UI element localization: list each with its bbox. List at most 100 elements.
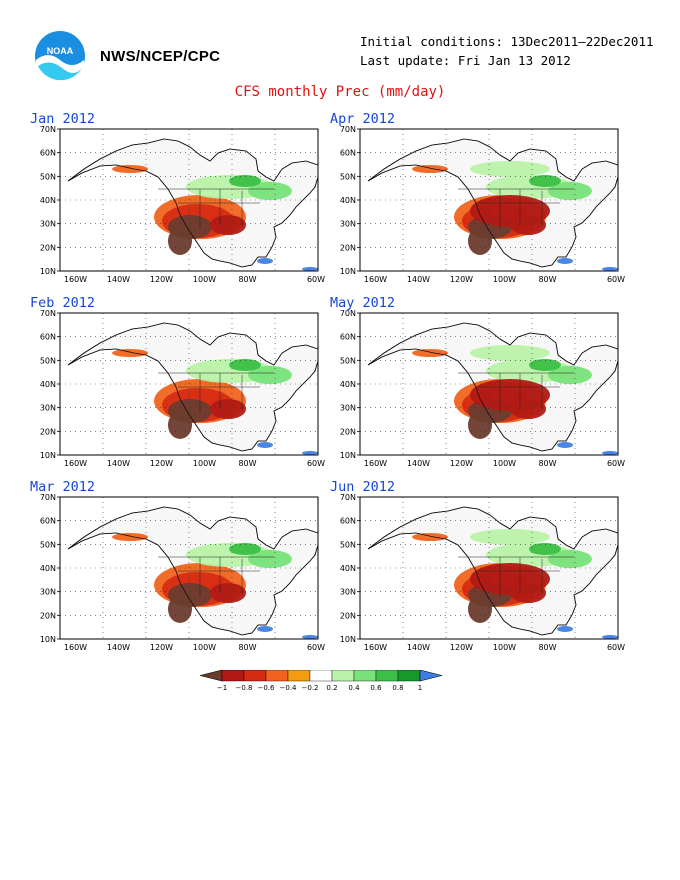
lon-tick-label: 80W [538,275,556,284]
legend-swatch [309,670,333,682]
legend-swatch [375,670,399,682]
anomaly-patch [557,258,573,264]
lon-tick-label: 80W [238,459,256,468]
anomaly-patch [168,595,192,623]
map-panel: 70N 60N 50N 40N 30N 20N 10N 160W 140W 120W 100W 80W… [330,479,630,652]
anomaly-patch [302,267,318,271]
lon-tick-label: 60W [607,643,625,652]
map: 70N 60N 50N 40N 30N 20N 10N 160W 140W 120W 100W 80W… [40,493,325,652]
panel-title: May 2012 [330,295,396,311]
panel-title: Feb 2012 [30,295,96,311]
lat-tick-label: 50N [340,540,356,549]
lat-tick-label: 70N [340,493,356,502]
lat-tick-label: 70N [40,493,56,502]
anomaly-patch [468,227,492,255]
lon-tick-label: 160W [364,275,387,284]
legend-swatch [221,670,245,682]
lon-tick-label: 140W [407,275,430,284]
lon-tick-label: 140W [107,643,130,652]
panel-title: Mar 2012 [30,479,96,495]
lat-tick-label: 60N [340,517,356,526]
lat-tick-label: 10N [40,635,56,644]
anomaly-patch [548,182,592,200]
lon-tick-label: 100W [193,275,216,284]
lat-tick-label: 20N [340,243,356,252]
map: 70N 60N 50N 40N 30N 20N 10N 160W 140W 120W 100W 80W… [40,125,325,284]
lat-tick-label: 30N [340,220,356,229]
lat-tick-label: 40N [340,564,356,573]
lat-tick-label: 50N [40,172,56,181]
legend-label: −0.2 [302,684,319,692]
lat-tick-label: 60N [40,517,56,526]
lat-tick-label: 50N [40,540,56,549]
lon-tick-label: 120W [150,459,173,468]
lon-tick-label: 60W [607,459,625,468]
legend-swatch [397,670,421,682]
lat-tick-label: 30N [340,588,356,597]
anomaly-patch [412,533,448,541]
anomaly-patch [602,635,618,639]
anomaly-patch [529,543,561,555]
legend-label: −1 [217,684,227,692]
lon-tick-label: 160W [64,275,87,284]
anomaly-patch [257,626,273,632]
lat-tick-label: 10N [40,451,56,460]
lat-tick-label: 60N [340,333,356,342]
legend-label: −0.4 [280,684,298,692]
lat-tick-label: 30N [40,220,56,229]
lon-tick-label: 80W [238,643,256,652]
map: 70N 60N 50N 40N 30N 20N 10N 160W 140W 120W 100W 80W… [340,125,625,284]
lon-tick-label: 140W [407,643,430,652]
anomaly-patch [412,165,448,173]
anomaly-patch [468,595,492,623]
anomaly-patch [210,583,246,603]
legend-arrow-right [419,670,443,682]
lon-tick-label: 100W [193,643,216,652]
anomaly-patch [468,411,492,439]
legend-swatch [287,670,311,682]
lat-tick-label: 10N [340,267,356,276]
anomaly-patch [412,349,448,357]
legend-arrow-left [200,670,223,682]
lon-tick-label: 100W [493,459,516,468]
lon-tick-label: 100W [193,459,216,468]
lat-tick-label: 10N [340,451,356,460]
lat-tick-label: 10N [340,635,356,644]
lon-tick-label: 120W [450,643,473,652]
last-update: Last update: Fri Jan 13 2012 [360,53,571,68]
anomaly-patch [548,366,592,384]
noaa-logo-icon: NOAA [35,31,85,82]
lat-tick-label: 60N [340,149,356,158]
anomaly-patch [229,175,261,187]
coastline [67,506,319,636]
lon-tick-label: 80W [538,459,556,468]
anomaly-patch [470,529,550,545]
anomaly-patch [168,227,192,255]
logo-text: NOAA [47,46,74,56]
map-panel: 70N 60N 50N 40N 30N 20N 10N 160W 140W 120W 100W 80W… [30,111,330,284]
lon-tick-label: 60W [307,275,325,284]
anomaly-patch [210,215,246,235]
map-panel: 70N 60N 50N 40N 30N 20N 10N 160W 140W 120W 100W 80W… [330,111,630,284]
lon-tick-label: 80W [538,643,556,652]
anomaly-patch [229,543,261,555]
lat-tick-label: 70N [40,309,56,318]
map-panel: 70N 60N 50N 40N 30N 20N 10N 160W 140W 120W 100W 80W… [30,479,330,652]
lat-tick-label: 40N [40,564,56,573]
legend-label: −0.8 [236,684,253,692]
legend-swatch [243,670,267,682]
legend-label: 0.8 [392,684,403,692]
map: 70N 60N 50N 40N 30N 20N 10N 160W 140W 120W 100W 80W… [340,309,625,468]
lon-tick-label: 140W [107,275,130,284]
map: 70N 60N 50N 40N 30N 20N 10N 160W 140W 120W 100W 80W… [340,493,625,652]
color-legend: −1 −0.8 −0.6 −0.4 −0.2 0.2 0.4 0.6 0.8 1 [200,670,443,692]
lat-tick-label: 70N [340,125,356,134]
lon-tick-label: 160W [364,459,387,468]
legend-label: 0.6 [370,684,382,692]
anomaly-patch [248,366,292,384]
anomaly-patch [257,442,273,448]
lat-tick-label: 20N [40,243,56,252]
anomaly-patch [210,399,246,419]
initial-conditions: Initial conditions: 13Dec2011–22Dec2011 [360,34,654,49]
legend-swatch [331,670,355,682]
